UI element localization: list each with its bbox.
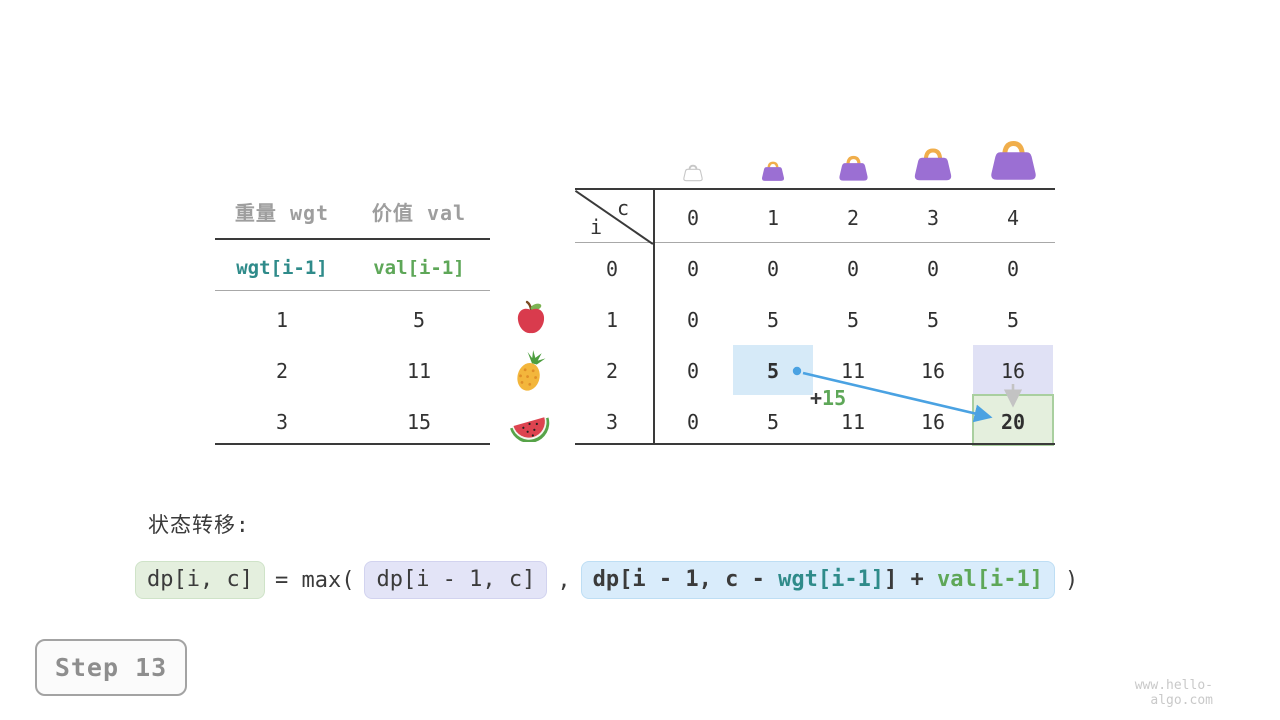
items-table-rule-top bbox=[215, 238, 490, 240]
items-table-wgt-formula: wgt[i-1] bbox=[236, 257, 328, 279]
formula-arg2-chip: dp[i - 1, c - wgt[i-1]] + val[i-1] bbox=[580, 561, 1056, 599]
step-badge: Step 13 bbox=[35, 639, 187, 696]
formula-lhs-chip: dp[i, c] bbox=[135, 561, 265, 599]
dp-cell-i0-c3: 0 bbox=[926, 257, 940, 281]
dp-cell-i1-c4: 5 bbox=[1006, 308, 1020, 332]
items-table-row3-wgt: 3 bbox=[275, 410, 289, 434]
bag-small-icon bbox=[761, 161, 785, 181]
dp-corner-col-label: c bbox=[616, 196, 630, 220]
dp-cell-i1-c1: 5 bbox=[766, 308, 780, 332]
dp-row-header-2: 2 bbox=[605, 359, 619, 383]
bag-ghost-icon bbox=[683, 164, 703, 182]
transition-title: 状态转移: bbox=[148, 513, 250, 537]
items-table-rule-mid bbox=[215, 290, 490, 291]
dp-col-header-1: 1 bbox=[766, 206, 780, 230]
dp-cell-i0-c1: 0 bbox=[766, 257, 780, 281]
watermelon-icon bbox=[510, 417, 550, 442]
formula-max-operator: = max( bbox=[274, 567, 355, 593]
dp-cell-i2-c4: 16 bbox=[1000, 359, 1026, 383]
dp-cell-i1-c2: 5 bbox=[846, 308, 860, 332]
items-table-rule-bottom bbox=[215, 443, 490, 445]
dp-cell-i3-c4: 20 bbox=[1000, 410, 1026, 434]
dp-cell-i2-c1: 5 bbox=[766, 359, 780, 383]
formula-arg2-val: val[i-1] bbox=[937, 567, 1044, 592]
items-table-row3-val: 15 bbox=[406, 410, 432, 434]
dp-table-rule-header bbox=[575, 242, 1055, 243]
items-table-row2-val: 11 bbox=[406, 359, 432, 383]
dp-cell-i1-c3: 5 bbox=[926, 308, 940, 332]
formula-arg2-wgt: wgt[i-1] bbox=[778, 567, 885, 592]
items-table-row2-wgt: 2 bbox=[275, 359, 289, 383]
dp-cell-i0-c4: 0 bbox=[1006, 257, 1020, 281]
dp-corner-row-label: i bbox=[589, 215, 603, 239]
dp-col-header-2: 2 bbox=[846, 206, 860, 230]
dp-table-rule-top bbox=[575, 188, 1055, 190]
pineapple-icon bbox=[517, 350, 546, 391]
dp-cell-i2-c0: 0 bbox=[686, 359, 700, 383]
dp-table-rule-bottom bbox=[575, 443, 1055, 445]
bag-xlarge-icon bbox=[991, 141, 1036, 180]
dp-col-header-3: 3 bbox=[926, 206, 940, 230]
formula-arg2-prefix: dp[i - 1, c - bbox=[592, 567, 779, 592]
items-table-val-formula: val[i-1] bbox=[373, 257, 465, 279]
dp-table-vertical-line bbox=[653, 188, 655, 445]
formula-close-paren: ) bbox=[1065, 567, 1079, 593]
dp-col-header-0: 0 bbox=[686, 206, 700, 230]
dp-cell-i3-c0: 0 bbox=[686, 410, 700, 434]
formula-arg2-mid: ] + bbox=[884, 567, 938, 592]
dp-row-header-0: 0 bbox=[605, 257, 619, 281]
watermark: www.hello-algo.com bbox=[1134, 678, 1213, 708]
items-table-row1-val: 5 bbox=[412, 308, 426, 332]
dp-cell-i0-c2: 0 bbox=[846, 257, 860, 281]
apple-icon bbox=[517, 300, 545, 334]
items-table-row1-wgt: 1 bbox=[275, 308, 289, 332]
bag-medium-icon bbox=[839, 155, 868, 181]
dp-cell-i0-c0: 0 bbox=[686, 257, 700, 281]
dp-row-header-3: 3 bbox=[605, 410, 619, 434]
dp-col-header-4: 4 bbox=[1006, 206, 1020, 230]
formula-arg1-chip: dp[i - 1, c] bbox=[364, 561, 548, 599]
step-badge-label: Step 13 bbox=[54, 653, 168, 682]
dp-cell-i3-c1: 5 bbox=[766, 410, 780, 434]
dp-cell-i1-c0: 0 bbox=[686, 308, 700, 332]
dp-row-header-1: 1 bbox=[605, 308, 619, 332]
items-table-header-weight: 重量 wgt bbox=[234, 200, 330, 225]
transition-formula: dp[i, c] = max( dp[i - 1, c] , dp[i - 1,… bbox=[135, 561, 1078, 599]
items-table-header-value: 价值 val bbox=[371, 200, 467, 225]
bag-large-icon bbox=[914, 148, 952, 181]
formula-comma: , bbox=[557, 567, 571, 593]
